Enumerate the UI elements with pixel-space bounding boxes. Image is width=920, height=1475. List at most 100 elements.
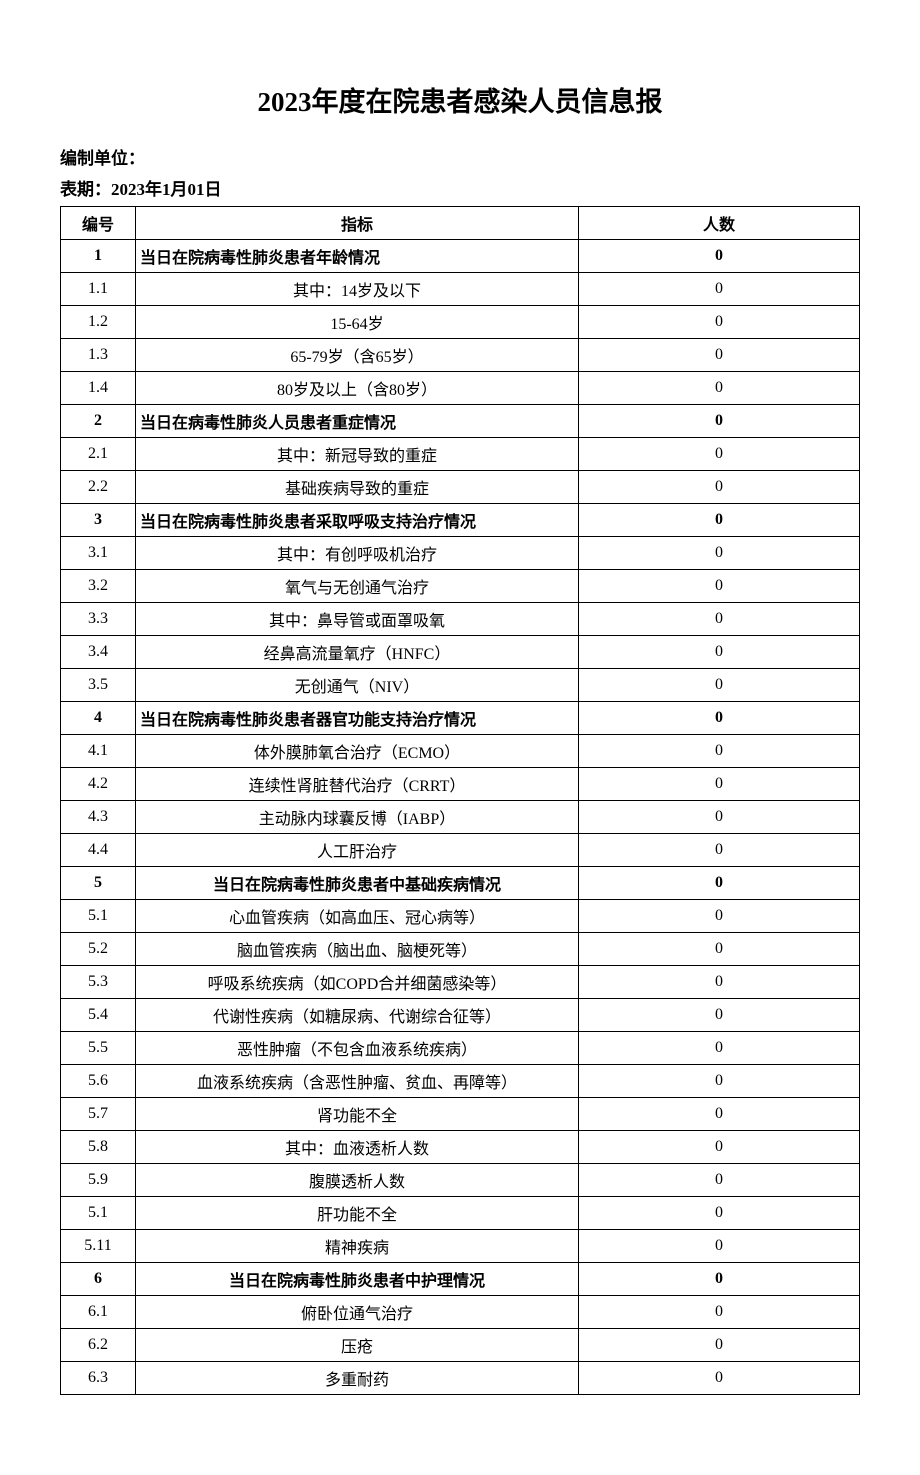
cell-metric: 基础疾病导致的重症: [136, 471, 579, 504]
table-row: 4.2连续性肾脏替代治疗（CRRT）0: [61, 768, 860, 801]
cell-metric: 人工肝治疗: [136, 834, 579, 867]
cell-metric: 俯卧位通气治疗: [136, 1296, 579, 1329]
cell-metric: 其中：新冠导致的重症: [136, 438, 579, 471]
table-row: 3.4经鼻高流量氧疗（HNFC）0: [61, 636, 860, 669]
cell-num: 5.3: [61, 966, 136, 999]
table-row: 2.1其中：新冠导致的重症0: [61, 438, 860, 471]
cell-count: 0: [579, 999, 860, 1032]
cell-num: 5.7: [61, 1098, 136, 1131]
cell-count: 0: [579, 240, 860, 273]
cell-count: 0: [579, 867, 860, 900]
table-row: 6当日在院病毒性肺炎患者中护理情况0: [61, 1263, 860, 1296]
cell-metric: 压疮: [136, 1329, 579, 1362]
cell-metric: 腹膜透析人数: [136, 1164, 579, 1197]
table-row: 3.2氧气与无创通气治疗0: [61, 570, 860, 603]
cell-count: 0: [579, 933, 860, 966]
cell-num: 5: [61, 867, 136, 900]
cell-count: 0: [579, 900, 860, 933]
cell-count: 0: [579, 306, 860, 339]
table-row: 1.1其中：14岁及以下0: [61, 273, 860, 306]
cell-num: 5.1: [61, 1197, 136, 1230]
cell-count: 0: [579, 570, 860, 603]
cell-count: 0: [579, 339, 860, 372]
table-row: 5.11精神疾病0: [61, 1230, 860, 1263]
cell-count: 0: [579, 1329, 860, 1362]
cell-count: 0: [579, 1362, 860, 1395]
cell-num: 6.3: [61, 1362, 136, 1395]
header-num: 编号: [61, 207, 136, 240]
cell-count: 0: [579, 1131, 860, 1164]
table-row: 4.4人工肝治疗0: [61, 834, 860, 867]
cell-num: 1.4: [61, 372, 136, 405]
cell-num: 1.2: [61, 306, 136, 339]
table-row: 1当日在院病毒性肺炎患者年龄情况0: [61, 240, 860, 273]
cell-metric: 当日在院病毒性肺炎患者年龄情况: [136, 240, 579, 273]
cell-num: 1.1: [61, 273, 136, 306]
cell-num: 3.4: [61, 636, 136, 669]
cell-metric: 15-64岁: [136, 306, 579, 339]
cell-metric: 连续性肾脏替代治疗（CRRT）: [136, 768, 579, 801]
cell-count: 0: [579, 1065, 860, 1098]
cell-count: 0: [579, 603, 860, 636]
cell-num: 4.1: [61, 735, 136, 768]
document-title: 2023年度在院患者感染人员信息报: [60, 80, 860, 119]
cell-num: 6: [61, 1263, 136, 1296]
cell-metric: 其中：血液透析人数: [136, 1131, 579, 1164]
cell-num: 5.5: [61, 1032, 136, 1065]
table-row: 3.3其中：鼻导管或面罩吸氧0: [61, 603, 860, 636]
cell-metric: 其中：14岁及以下: [136, 273, 579, 306]
table-row: 3当日在院病毒性肺炎患者采取呼吸支持治疗情况0: [61, 504, 860, 537]
cell-num: 3.3: [61, 603, 136, 636]
cell-num: 6.1: [61, 1296, 136, 1329]
header-metric: 指标: [136, 207, 579, 240]
table-row: 1.480岁及以上（含80岁）0: [61, 372, 860, 405]
table-row: 4.3主动脉内球囊反博（IABP）0: [61, 801, 860, 834]
cell-metric: 血液系统疾病（含恶性肿瘤、贫血、再障等）: [136, 1065, 579, 1098]
cell-num: 3: [61, 504, 136, 537]
table-row: 6.1俯卧位通气治疗0: [61, 1296, 860, 1329]
table-row: 6.2压疮0: [61, 1329, 860, 1362]
cell-num: 5.4: [61, 999, 136, 1032]
cell-count: 0: [579, 1296, 860, 1329]
cell-metric: 多重耐药: [136, 1362, 579, 1395]
table-row: 5.7肾功能不全0: [61, 1098, 860, 1131]
table-body: 1当日在院病毒性肺炎患者年龄情况01.1其中：14岁及以下01.215-64岁0…: [61, 240, 860, 1395]
cell-num: 4.2: [61, 768, 136, 801]
table-row: 5当日在院病毒性肺炎患者中基础疾病情况0: [61, 867, 860, 900]
cell-count: 0: [579, 636, 860, 669]
table-row: 6.3多重耐药0: [61, 1362, 860, 1395]
cell-count: 0: [579, 471, 860, 504]
cell-num: 3.2: [61, 570, 136, 603]
cell-count: 0: [579, 1263, 860, 1296]
cell-count: 0: [579, 735, 860, 768]
cell-count: 0: [579, 669, 860, 702]
cell-metric: 当日在院病毒性肺炎患者中基础疾病情况: [136, 867, 579, 900]
unit-label: 编制单位：: [60, 144, 860, 169]
cell-metric: 其中：有创呼吸机治疗: [136, 537, 579, 570]
cell-num: 5.1: [61, 900, 136, 933]
cell-count: 0: [579, 438, 860, 471]
cell-metric: 主动脉内球囊反博（IABP）: [136, 801, 579, 834]
table-row: 2.2基础疾病导致的重症0: [61, 471, 860, 504]
cell-count: 0: [579, 1164, 860, 1197]
cell-num: 3.5: [61, 669, 136, 702]
cell-num: 2: [61, 405, 136, 438]
cell-metric: 当日在病毒性肺炎人员患者重症情况: [136, 405, 579, 438]
table-row: 5.6血液系统疾病（含恶性肿瘤、贫血、再障等）0: [61, 1065, 860, 1098]
table-row: 5.3呼吸系统疾病（如COPD合并细菌感染等）0: [61, 966, 860, 999]
cell-metric: 呼吸系统疾病（如COPD合并细菌感染等）: [136, 966, 579, 999]
cell-metric: 经鼻高流量氧疗（HNFC）: [136, 636, 579, 669]
cell-metric: 氧气与无创通气治疗: [136, 570, 579, 603]
cell-num: 5.2: [61, 933, 136, 966]
cell-count: 0: [579, 1032, 860, 1065]
cell-metric: 肝功能不全: [136, 1197, 579, 1230]
table-header-row: 编号 指标 人数: [61, 207, 860, 240]
cell-metric: 当日在院病毒性肺炎患者器官功能支持治疗情况: [136, 702, 579, 735]
table-row: 1.365-79岁（含65岁）0: [61, 339, 860, 372]
cell-metric: 当日在院病毒性肺炎患者采取呼吸支持治疗情况: [136, 504, 579, 537]
cell-metric: 无创通气（NIV）: [136, 669, 579, 702]
cell-count: 0: [579, 801, 860, 834]
table-row: 5.1心血管疾病（如高血压、冠心病等）0: [61, 900, 860, 933]
cell-count: 0: [579, 273, 860, 306]
cell-count: 0: [579, 537, 860, 570]
